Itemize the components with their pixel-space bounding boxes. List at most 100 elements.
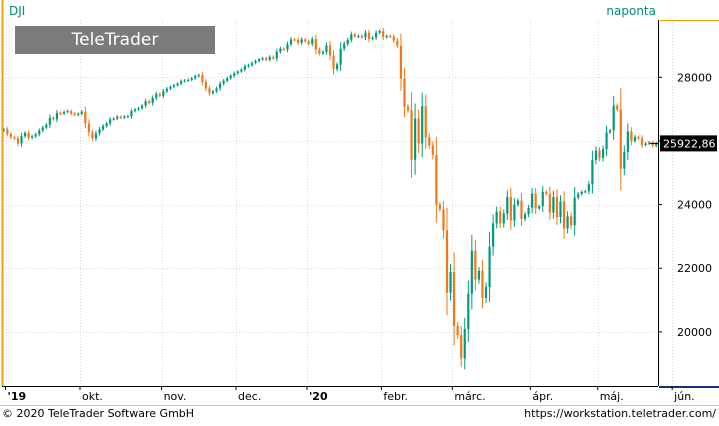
candle-body: [59, 112, 62, 115]
candle-body: [492, 223, 495, 247]
candle-body: [13, 137, 16, 139]
candle-body: [438, 204, 442, 210]
candle-layer: [2, 27, 658, 370]
logo-text-2: WorkStation: [55, 58, 175, 78]
candle-body: [194, 76, 197, 79]
candle-body: [449, 272, 452, 293]
chart-svg: DJInaponta2000022000240002600028000'19ok…: [1, 0, 719, 403]
candle-body: [282, 48, 286, 50]
candle-body: [357, 35, 360, 38]
candle-body: [594, 150, 598, 161]
candle-body: [527, 207, 530, 215]
candle-body: [275, 51, 278, 59]
candle-body: [601, 149, 605, 158]
candle-body: [637, 137, 640, 139]
candle-body: [162, 91, 165, 96]
candle-body: [328, 45, 332, 56]
candle-body: [169, 86, 172, 89]
candle-body: [62, 111, 66, 114]
candle-body: [34, 134, 37, 137]
candle-body: [644, 143, 647, 146]
candle-body: [87, 123, 90, 133]
last-value-box: [660, 135, 717, 152]
candle-body: [570, 216, 573, 226]
candle-body: [516, 200, 520, 205]
website-link[interactable]: https://workstation.teletrader.com/: [524, 407, 716, 420]
candle-body: [392, 36, 395, 41]
candle-body: [112, 118, 115, 120]
candle-body: [453, 272, 456, 326]
candle-body: [116, 116, 119, 119]
candle-body: [265, 58, 268, 60]
y-tick-label: 20000: [677, 326, 712, 339]
candle-body: [101, 125, 105, 130]
candle-body: [52, 117, 55, 120]
candle-body: [364, 32, 367, 38]
candle-body: [172, 85, 176, 87]
candle-body: [296, 39, 300, 43]
candle-body: [456, 325, 459, 336]
candle-body: [144, 101, 147, 106]
candle-body: [630, 131, 633, 141]
candle-body: [495, 211, 498, 224]
candle-body: [66, 111, 69, 113]
footer-bar: [0, 405, 719, 426]
x-tick-label: máj.: [600, 390, 624, 403]
candle-body: [272, 56, 275, 59]
teletrader-logo: TeleTrader WorkStation: [15, 26, 215, 78]
candle-body: [201, 75, 204, 83]
candle-body: [435, 154, 438, 205]
candle-body: [488, 246, 491, 288]
y-tick-label: 22000: [677, 262, 712, 275]
grid-layer: [2, 20, 673, 386]
candle-body: [318, 49, 321, 54]
candle-body: [555, 196, 559, 218]
candle-body: [304, 39, 307, 42]
candle-body: [307, 41, 310, 44]
candle-body: [353, 34, 356, 37]
candle-body: [45, 124, 48, 128]
candle-body: [577, 194, 580, 198]
x-tick-label: márc.: [454, 390, 485, 403]
y-tick-label: 24000: [677, 199, 712, 212]
candle-body: [197, 75, 200, 77]
candle-body: [339, 48, 342, 65]
candle-body: [509, 196, 512, 221]
candle-body: [325, 45, 328, 52]
candle-body: [513, 204, 516, 221]
candle-body: [626, 131, 629, 153]
candle-body: [431, 145, 434, 155]
candle-body: [80, 111, 83, 114]
candle-body: [591, 160, 594, 185]
candle-body: [389, 35, 392, 38]
candle-body: [250, 62, 254, 66]
candle-body: [538, 206, 541, 209]
candle-body: [208, 88, 211, 94]
candle-body: [651, 142, 654, 146]
candle-body: [562, 201, 566, 229]
candle-body: [293, 39, 296, 41]
x-tick-label: febr.: [383, 390, 408, 403]
candle-body: [286, 44, 289, 50]
candle-body: [410, 110, 413, 160]
candle-body: [417, 118, 420, 144]
candle-body: [502, 213, 505, 224]
candle-body: [133, 109, 137, 112]
axis-layer: DJInaponta2000022000240002600028000'19ok…: [1, 0, 719, 403]
candle-body: [311, 39, 314, 44]
candle-body: [321, 51, 325, 54]
candle-body: [254, 61, 257, 63]
candle-body: [580, 191, 583, 195]
candle-body: [414, 118, 417, 160]
x-tick-label: nov.: [164, 390, 187, 403]
candle-body: [442, 209, 445, 231]
candle-body: [158, 93, 161, 96]
candle-body: [428, 137, 431, 146]
candle-body: [552, 196, 555, 213]
candle-body: [148, 101, 151, 104]
candle-body: [218, 83, 222, 89]
candle-body: [279, 48, 282, 52]
candle-body: [403, 78, 406, 107]
x-tick-label: '19: [8, 390, 27, 403]
